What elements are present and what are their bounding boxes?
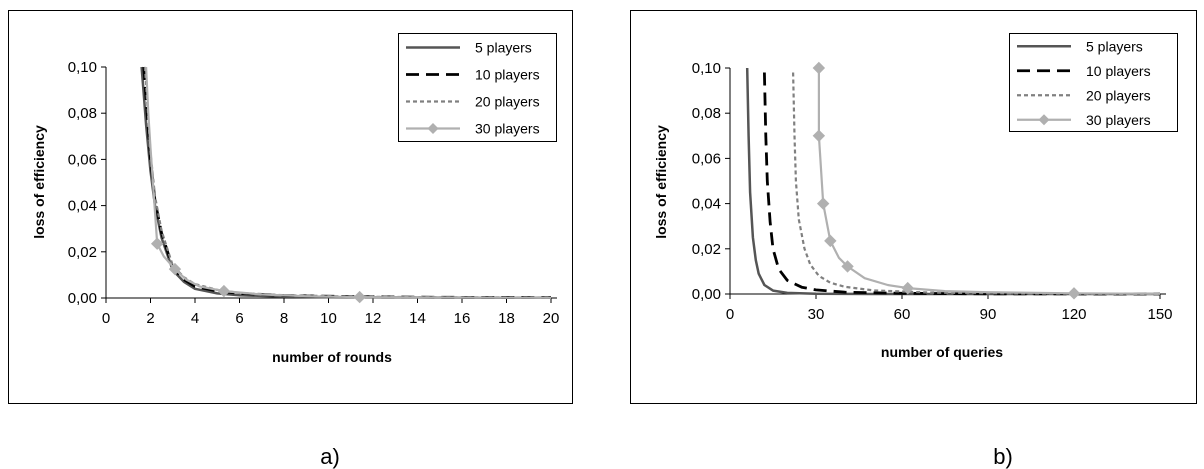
chart-a-legend: 5 players 10 players 20 players 30 players [399, 34, 557, 142]
chart-a-caption: a) [320, 444, 340, 469]
chart-a-xtick-label: 4 [191, 310, 199, 327]
chart-b-legend-label-3: 20 players [1086, 87, 1151, 103]
chart-a-ytick-label: 0,10 [68, 59, 97, 76]
chart-a-xtick-label: 12 [365, 310, 382, 327]
chart-b-xtick-label: 60 [894, 306, 911, 323]
chart-a-legend-label-2: 10 players [475, 67, 540, 83]
chart-a-xtick-label: 18 [498, 310, 515, 327]
chart-a-ytick-label: 0,06 [68, 151, 97, 168]
chart-b-ytick-label: 0,02 [692, 241, 721, 258]
chart-b-ytick-label: 0,06 [692, 150, 721, 167]
chart-b-ytick-label: 0,00 [692, 286, 721, 303]
chart-a-legend-label-3: 20 players [475, 94, 540, 110]
chart-b-ylabel: loss of efficiency [653, 125, 669, 239]
chart-a-legend-label-4: 30 players [475, 121, 540, 137]
chart-b-ytick-label: 0,08 [692, 105, 721, 122]
chart-b-xtick-label: 30 [808, 306, 825, 323]
chart-a-ylabel: loss of efficiency [31, 125, 47, 239]
chart-a-xtick-label: 16 [454, 310, 471, 327]
chart-a-xtick-label: 20 [543, 310, 560, 327]
chart-b-xtick-label: 150 [1147, 306, 1172, 323]
chart-b-legend-label-4: 30 players [1086, 112, 1151, 128]
chart-b-legend-label-1: 5 players [1086, 38, 1143, 54]
chart-a-xtick-label: 0 [102, 310, 110, 327]
chart-a-ytick-label: 0,08 [68, 105, 97, 122]
chart-b-xtick-label: 120 [1061, 306, 1086, 323]
chart-a-xtick-label: 2 [146, 310, 154, 327]
chart-a-xtick-label: 10 [320, 310, 337, 327]
chart-a-xtick-label: 8 [280, 310, 288, 327]
chart-b-legend-label-2: 10 players [1086, 63, 1151, 79]
chart-a-legend-label-1: 5 players [475, 40, 532, 56]
chart-b-ytick-label: 0,10 [692, 60, 721, 77]
chart-a-xlabel: number of rounds [272, 349, 392, 365]
chart-b-legend: 5 players 10 players 20 players 30 players [1010, 34, 1178, 132]
chart-b-xlabel: number of queries [881, 344, 1003, 360]
chart-b-ytick-label: 0,04 [692, 196, 721, 213]
chart-a-xtick-label: 14 [409, 310, 426, 327]
chart-a-ytick-label: 0,04 [68, 198, 97, 215]
chart-a-ytick-label: 0,02 [68, 244, 97, 261]
chart-b-xtick-label: 0 [726, 306, 734, 323]
chart-a-ytick-label: 0,00 [68, 290, 97, 307]
chart-a-xtick-label: 6 [235, 310, 243, 327]
chart-b-xtick-label: 90 [980, 306, 997, 323]
chart-b-caption: b) [993, 444, 1013, 469]
